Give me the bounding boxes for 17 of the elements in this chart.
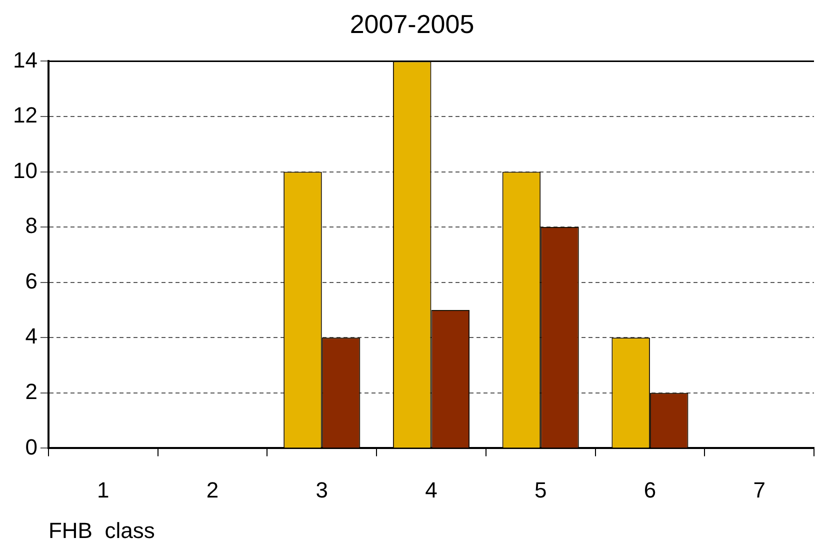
chart-title: 2007-2005 (350, 8, 474, 39)
y-tick-label: 4 (25, 324, 38, 349)
y-tick-label: 0 (25, 434, 38, 460)
x-tick-label: 1 (97, 477, 110, 502)
y-tick-label: 2 (25, 378, 38, 404)
y-tick-label: 6 (25, 268, 38, 294)
x-tick-label: 2 (206, 477, 219, 502)
x-tick-label: 6 (644, 477, 656, 502)
x-axis-title: FHB class (48, 518, 155, 543)
x-tick-label: 5 (534, 477, 547, 502)
x-tick-label: 4 (425, 477, 438, 502)
y-tick-label: 8 (25, 213, 38, 238)
y-tick-label: 14 (12, 47, 38, 72)
x-tick-label: 7 (753, 477, 766, 502)
y-tick-label: 12 (12, 102, 38, 128)
y-tick-label: 10 (12, 158, 38, 183)
x-tick-label: 3 (316, 477, 328, 502)
